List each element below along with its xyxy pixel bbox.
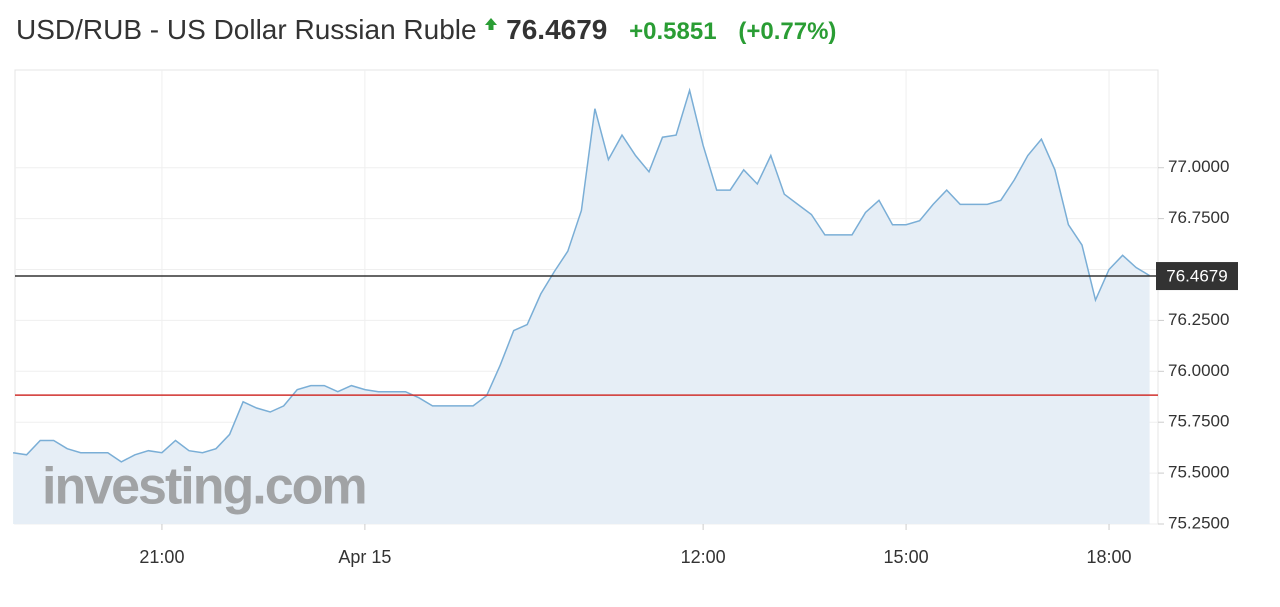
y-tick-label: 77.0000 <box>1168 157 1229 176</box>
title: USD/RUB - US Dollar Russian Ruble <box>16 14 477 45</box>
last-price: 76.4679 <box>506 14 608 45</box>
y-tick-label: 76.7500 <box>1168 208 1229 227</box>
last-label-bg <box>1156 262 1238 291</box>
area-fill <box>13 90 1150 525</box>
up-arrow <box>485 18 498 30</box>
price-line <box>12 87 1150 463</box>
change: +0.5851 <box>629 18 717 45</box>
x-tick-label: 15:00 <box>884 547 929 567</box>
x-tick-label: 12:00 <box>681 547 726 567</box>
y-tick-label: 75.2500 <box>1168 513 1229 532</box>
y-tick-label: 75.7500 <box>1168 412 1229 431</box>
change-pct: (+0.77%) <box>738 18 837 45</box>
header: USD/RUB - US Dollar Russian Ruble 76.467… <box>16 14 836 54</box>
watermark: investing.com <box>42 458 366 516</box>
y-tick-label: 76.2500 <box>1168 310 1229 329</box>
y-tick-label: 76.0000 <box>1168 361 1229 380</box>
last-label: 76.4679 <box>1166 267 1227 286</box>
x-tick-label: 18:00 <box>1087 547 1132 567</box>
x-tick-label: Apr 15 <box>338 547 391 567</box>
x-tick-label: 21:00 <box>139 547 184 567</box>
y-tick-label: 75.5000 <box>1168 463 1229 482</box>
